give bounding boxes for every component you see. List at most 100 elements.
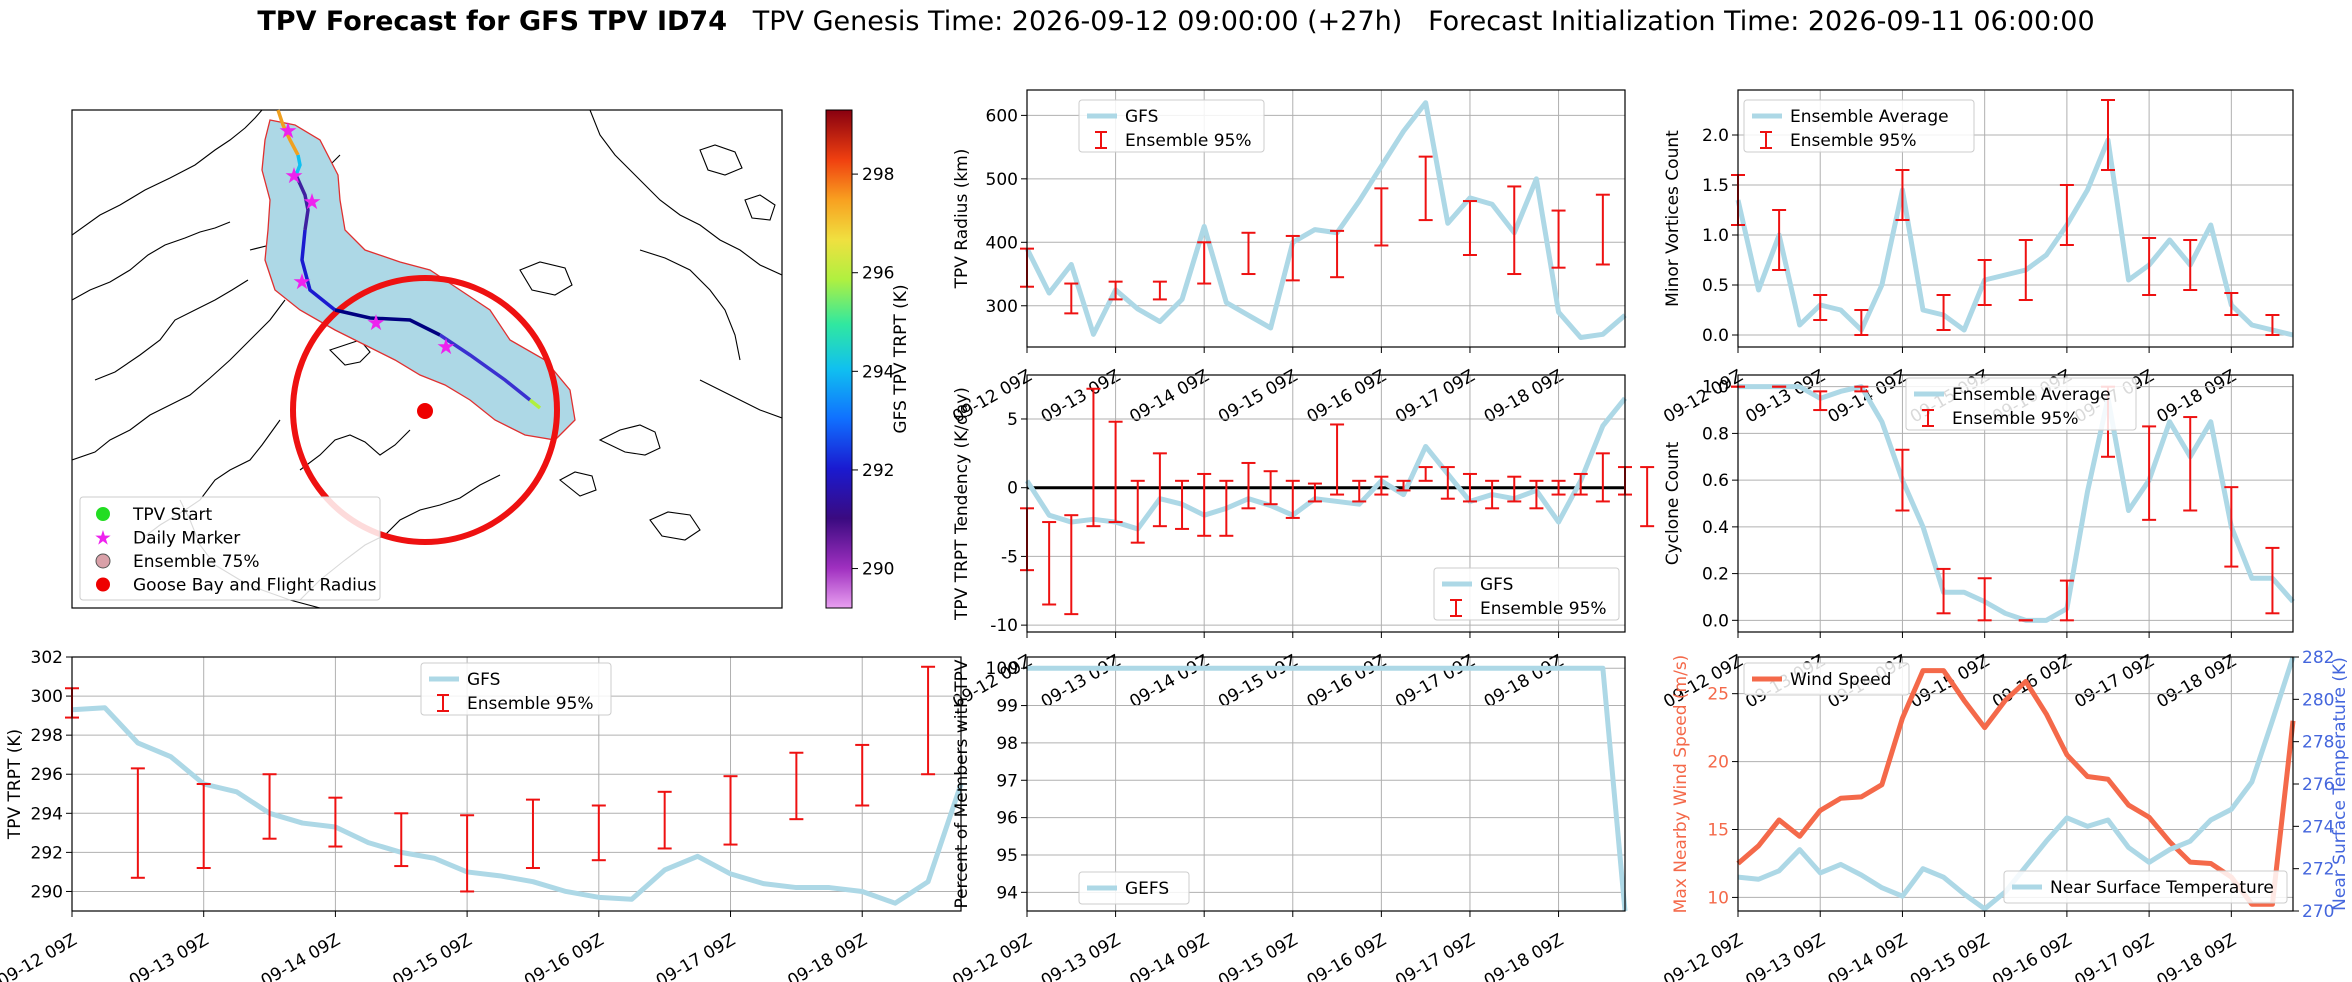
y-tick-label: 10 (1707, 888, 1729, 908)
daily-marker: ★ (302, 190, 322, 215)
x-tick-label: 09-17 09Z (2071, 651, 2157, 712)
title-tpv-id: TPV Forecast for GFS TPV ID74 (257, 6, 727, 37)
legend-label: Ensemble 95% (1480, 599, 1607, 619)
x-tick-label: 09-16 09Z (1989, 930, 2075, 982)
colorbar (825, 109, 853, 609)
daily-marker: ★ (292, 270, 312, 295)
y-tick-label: 300 (986, 297, 1018, 317)
y-tick-label: 1.0 (1702, 226, 1729, 246)
y2-tick-label: 274 (2302, 817, 2334, 837)
y-tick-label: 99 (996, 697, 1018, 717)
legend: Ensemble Average Ensemble 95% (1743, 99, 1975, 153)
x-tick-label: 09-12 09Z (0, 930, 81, 982)
tpv-track (276, 109, 542, 410)
daily-marker: ★ (284, 164, 304, 189)
x-tick-label: 09-15 09Z (1907, 930, 1993, 982)
y-tick-label: 294 (31, 804, 63, 824)
colorbar-tick-label: 292 (862, 461, 894, 481)
legend-label: Ensemble 75% (133, 552, 260, 572)
y-axis-label: TPV TRPT (K) (5, 729, 25, 840)
y-tick-label: -5 (1001, 547, 1018, 567)
y-tick-label: 94 (996, 883, 1018, 903)
legend-label: Ensemble Average (1790, 107, 1949, 127)
y-tick-label: 0 (1007, 479, 1018, 499)
y2-tick-label: 278 (2302, 733, 2334, 753)
x-tick-label: 09-17 09Z (1392, 930, 1478, 982)
y-axis-label: Cyclone Count (1663, 441, 1683, 565)
axes-frame (1737, 374, 2294, 633)
x-tick-label: 09-15 09Z (389, 930, 475, 982)
goose-bay-marker (417, 403, 433, 419)
series-line (71, 705, 964, 906)
x-tick-label: 09-13 09Z (126, 930, 212, 982)
legend-label: GFS (1125, 107, 1158, 127)
legend-label: TPV Start (132, 505, 213, 525)
series-line (1738, 384, 2295, 623)
series-line (1024, 396, 1627, 532)
y-tick-label: 302 (31, 648, 63, 668)
legend-label: Daily Marker (133, 529, 240, 549)
legend-dot-icon (95, 553, 111, 569)
y-tick-label: 290 (31, 882, 63, 902)
daily-marker: ★ (278, 119, 298, 144)
legend-label: GFS (1480, 575, 1513, 595)
x-tick-label: 09-18 09Z (2154, 930, 2240, 982)
title-init-time: Forecast Initialization Time: 2026-09-11… (1428, 6, 2095, 37)
legend-label: Wind Speed (1790, 670, 1891, 690)
legend-box (1743, 662, 1910, 696)
x-tick-label: 09-17 09Z (1392, 651, 1478, 712)
legend-label: Ensemble 95% (467, 694, 594, 714)
figure-title: TPV Forecast for GFS TPV ID74 TPV Genesi… (0, 6, 2352, 37)
legend-label: Ensemble 95% (1790, 131, 1917, 151)
x-tick-label: 09-14 09Z (258, 930, 344, 982)
legend-label: Ensemble Average (1952, 385, 2111, 405)
map-panel: ★ ★ ★ ★ ★ ★ TPV Start ★ Daily Marker Ensemb… (71, 109, 911, 609)
legend-box (1905, 377, 2137, 431)
legend-label: GEFS (1125, 879, 1169, 899)
x-tick-label: 09-15 09Z (1215, 651, 1301, 712)
y-tick-label: 1.5 (1702, 176, 1729, 196)
colorbar-tick-label: 298 (862, 165, 894, 185)
y2-axis-label: Near Surface Temperature (K) (2330, 657, 2350, 911)
y-tick-label: 296 (31, 765, 63, 785)
y-axis-label: Percent of Members with TPV (952, 659, 972, 908)
x-tick-label: 09-14 09Z (1126, 930, 1212, 982)
legend-box (1743, 99, 1975, 153)
y-axis-label: Minor Vortices Count (1663, 130, 1683, 307)
legend: Wind Speed (1743, 662, 1910, 696)
y-tick-label: 400 (986, 233, 1018, 253)
legend-label: Ensemble 95% (1125, 131, 1252, 151)
daily-marker: ★ (366, 311, 386, 336)
y-tick-label: 95 (996, 846, 1018, 866)
axes-frame (1026, 374, 1626, 633)
x-tick-label: 09-14 09Z (1825, 930, 1911, 982)
legend: GFS Ensemble 95% (1433, 567, 1620, 621)
legend-star-icon: ★ (94, 526, 112, 550)
x-tick-label: 09-12 09Z (949, 930, 1035, 982)
legend: GFS Ensemble 95% (1078, 99, 1265, 153)
colorbar-label: GFS TPV TRPT (K) (891, 284, 911, 433)
y-tick-label: 0.4 (1702, 518, 1729, 538)
map-legend: TPV Start ★ Daily Marker Ensemble 75% Goose … (79, 496, 381, 601)
y-tick-label: -10 (990, 616, 1018, 636)
colorbar-tick-label: 296 (862, 264, 894, 284)
y-axis-label: TPV TRPT Tendency (K/day) (952, 387, 972, 621)
legend: Near Surface Temperature (2003, 870, 2288, 904)
y-tick-label: 0.0 (1702, 326, 1729, 346)
y-tick-label: 25 (1707, 685, 1729, 705)
y-tick-label: 0.6 (1702, 471, 1729, 491)
x-tick-label: 09-13 09Z (1742, 930, 1828, 982)
y2-tick-label: 272 (2302, 860, 2334, 880)
ensemble-errorbars (1020, 155, 1610, 315)
x-tick-label: 09-13 09Z (1038, 651, 1124, 712)
legend-box (1078, 99, 1265, 153)
x-tick-label: 09-18 09Z (784, 930, 870, 982)
x-tick-label: 09-12 09Z (1660, 930, 1746, 982)
legend-label: Ensemble 95% (1952, 409, 2079, 429)
axes-frame (1737, 89, 2294, 348)
y-tick-label: 98 (996, 734, 1018, 754)
y-tick-label: 600 (986, 106, 1018, 126)
y2-tick-label: 280 (2302, 690, 2334, 710)
daily-markers: ★ ★ ★ ★ ★ ★ (278, 119, 456, 360)
y-tick-label: 298 (31, 726, 63, 746)
